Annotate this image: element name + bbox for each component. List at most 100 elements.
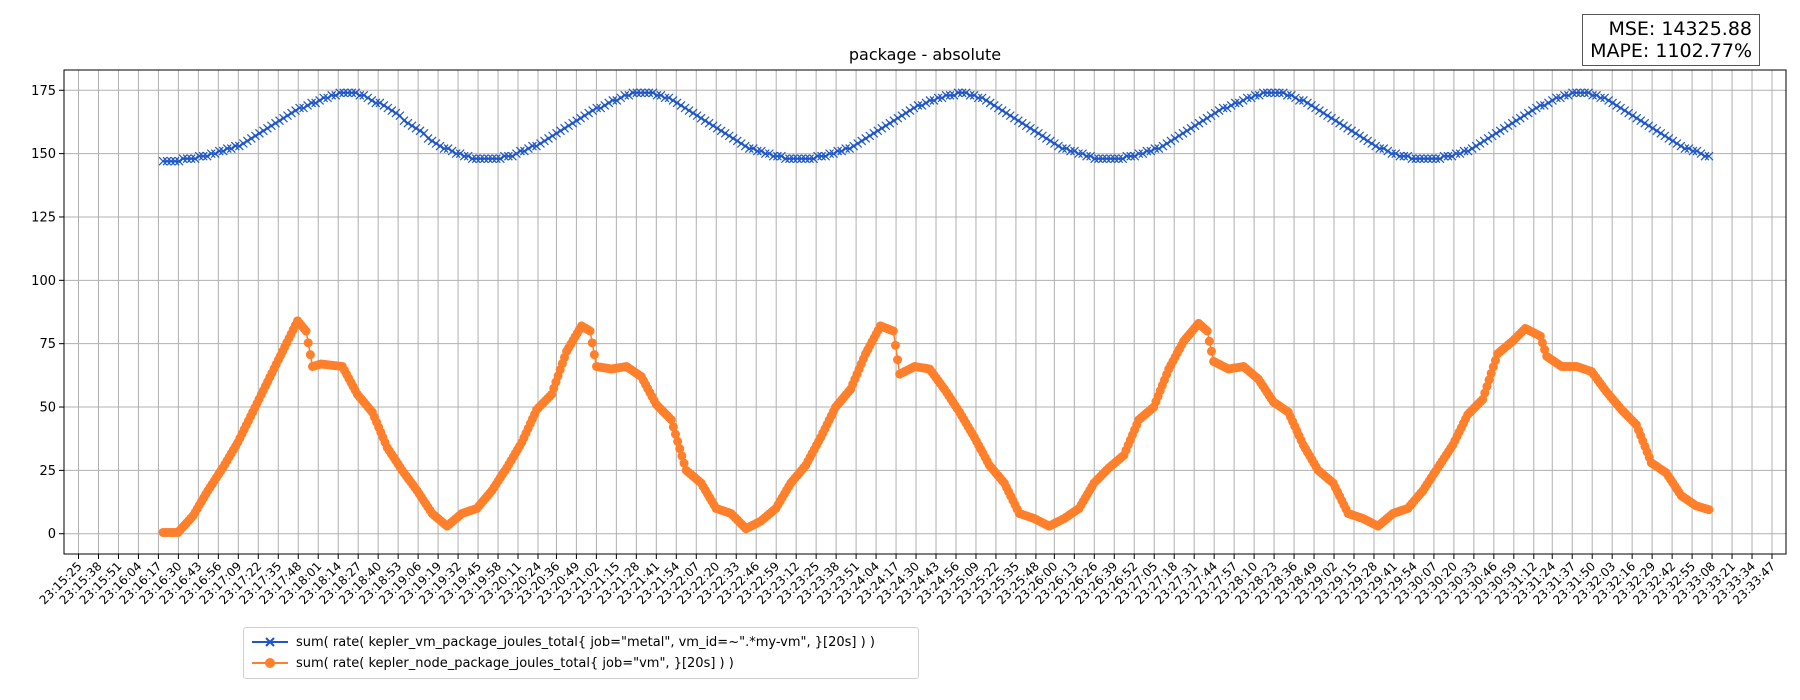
x-marker-point: [672, 98, 682, 108]
x-marker-point: [1427, 154, 1437, 164]
x-marker-point: [1021, 121, 1031, 131]
x-marker-point: [1194, 118, 1204, 128]
x-marker-point: [355, 90, 365, 100]
x-marker-point: [1086, 151, 1096, 161]
x-marker-point: [427, 136, 437, 146]
x-marker-point: [383, 103, 393, 113]
x-marker-point: [1379, 144, 1389, 153]
x-marker-point: [1539, 101, 1549, 110]
x-marker-point: [250, 131, 260, 141]
x-marker-point: [941, 90, 951, 100]
x-marker-point: [620, 90, 630, 100]
x-marker-point: [1660, 131, 1670, 141]
x-marker-point: [776, 151, 786, 161]
x-marker-point: [680, 103, 690, 113]
x-marker-point: [1134, 149, 1144, 159]
x-marker-point: [391, 108, 401, 118]
x-marker-point: [1463, 146, 1473, 156]
x-marker-point: [913, 101, 923, 110]
x-marker-point: [817, 151, 826, 161]
x-marker-point: [813, 151, 822, 161]
x-marker-point: [1025, 123, 1035, 133]
x-marker-point: [853, 139, 863, 148]
circle-marker-point: [589, 350, 599, 360]
x-marker-point: [764, 149, 774, 159]
x-marker-point: [359, 90, 369, 100]
x-marker-point: [335, 88, 345, 98]
x-marker-point: [1592, 90, 1601, 100]
x-marker-point: [258, 126, 268, 136]
x-marker-point: [1383, 146, 1393, 156]
x-marker-point: [1074, 149, 1083, 159]
x-marker-point: [1640, 118, 1650, 128]
x-marker-point: [1411, 154, 1421, 164]
x-marker-point: [656, 90, 666, 100]
metrics-box: MSE: 14325.88 MAPE: 1102.77%: [1582, 14, 1760, 66]
grid-lines: [64, 70, 1786, 554]
x-marker-point: [977, 93, 987, 103]
x-marker-point: [1680, 144, 1690, 153]
x-marker-point: [1033, 128, 1043, 138]
x-marker-point: [198, 151, 208, 161]
x-marker-point: [1511, 116, 1521, 126]
x-marker-point: [720, 128, 730, 138]
circle-marker-point: [679, 458, 689, 468]
circle-marker-point: [301, 326, 311, 336]
x-marker-point: [1299, 95, 1308, 105]
x-marker-point: [901, 108, 911, 118]
x-marker-point: [801, 154, 810, 164]
x-marker-point: [1407, 154, 1417, 164]
x-marker-point: [624, 90, 634, 100]
x-marker-point: [1523, 108, 1533, 118]
x-marker-point: [524, 144, 533, 153]
x-marker-point: [909, 103, 919, 113]
x-marker-point: [1443, 151, 1453, 161]
x-marker-point: [1094, 154, 1104, 164]
x-marker-point: [1435, 154, 1445, 164]
x-marker-point: [989, 101, 999, 110]
x-marker-point: [1531, 103, 1541, 113]
chart-title: package - absolute: [849, 45, 1001, 64]
x-marker-point: [612, 95, 622, 105]
x-marker-point: [1363, 136, 1373, 146]
x-marker-point: [411, 123, 421, 133]
x-marker-point: [1190, 121, 1200, 131]
x-marker-point: [985, 98, 995, 108]
x-marker-point: [1242, 93, 1252, 103]
x-marker-point: [1475, 139, 1485, 148]
circle-marker-point: [305, 350, 315, 360]
x-marker-point: [234, 141, 244, 151]
x-marker-point: [1431, 154, 1441, 164]
x-marker-point: [861, 133, 871, 143]
x-marker-point: [1347, 126, 1357, 136]
x-marker-point: [1572, 88, 1581, 98]
x-marker-point: [483, 154, 493, 164]
circle-marker-icon: [252, 658, 288, 668]
x-marker-point: [1154, 144, 1164, 153]
x-marker-point: [1415, 154, 1425, 164]
x-marker-point: [218, 146, 228, 156]
circle-marker-point: [893, 355, 903, 365]
x-marker-point: [1560, 90, 1569, 100]
circle-marker-point: [890, 340, 900, 350]
x-marker-point: [588, 106, 598, 115]
circle-marker-point: [1204, 336, 1214, 346]
x-marker-point: [1234, 98, 1244, 108]
x-marker-point: [532, 141, 541, 151]
x-marker-point: [560, 123, 569, 133]
x-marker-point: [287, 108, 296, 118]
x-marker-point: [343, 88, 353, 98]
circle-marker-point: [1206, 346, 1216, 356]
x-marker-point: [1323, 111, 1332, 121]
x-marker-point: [1604, 95, 1614, 105]
x-marker-point: [379, 101, 389, 110]
x-marker-point: [1102, 154, 1112, 164]
x-marker-point: [1017, 118, 1027, 128]
x-marker-point: [628, 88, 638, 98]
x-marker-point: [865, 131, 875, 141]
x-marker-point: [1222, 103, 1232, 113]
x-marker-point: [957, 88, 967, 98]
x-marker-point: [1588, 90, 1597, 100]
legend-label-vm: sum( rate( kepler_vm_package_joules_tota…: [296, 634, 875, 650]
x-marker-point: [1001, 108, 1011, 118]
